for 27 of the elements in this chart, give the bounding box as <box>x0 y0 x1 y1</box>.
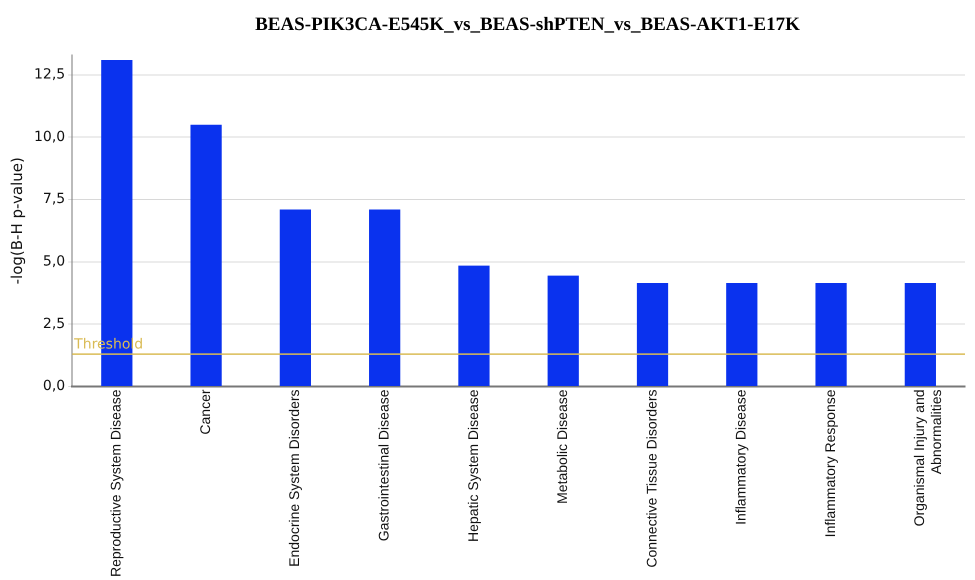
y-axis-title: -log(B-H p-value) <box>8 157 26 284</box>
bar <box>369 210 400 386</box>
x-tick-label: Cancer <box>196 389 213 435</box>
x-tick-label: Metabolic Disease <box>554 389 570 504</box>
y-tick-label: 2,5 <box>42 316 66 332</box>
chart-title: BEAS-PIK3CA-E545K_vs_BEAS-shPTEN_vs_BEAS-AKT1-E17K <box>254 14 801 36</box>
y-tick-label: 7,5 <box>42 191 66 208</box>
x-tick-label: Gastrointestinal Disease <box>376 389 392 542</box>
bar <box>458 266 490 386</box>
x-tick-label: Organismal Injury and Abnormalities <box>911 389 944 526</box>
y-tick-label: 5,0 <box>42 254 66 270</box>
bar <box>815 283 847 386</box>
bar <box>726 283 758 386</box>
bar <box>190 124 222 386</box>
x-tick-label: Endocrine System Disorders <box>286 389 302 567</box>
bar <box>636 283 668 386</box>
bar <box>280 210 312 386</box>
y-tick-label: 0,0 <box>42 378 66 394</box>
y-tick-label: 12,5 <box>34 66 66 83</box>
y-tick-label: 10,0 <box>34 128 66 145</box>
x-tick-label: Reproductive System Disease <box>108 389 124 578</box>
x-tick-label: Inflammatory Disease <box>732 389 749 525</box>
x-tick-label: Inflammatory Response <box>822 389 838 538</box>
bar <box>548 276 579 386</box>
bar <box>904 283 936 386</box>
x-tick-label: Connective Tissue Disorders <box>643 389 660 568</box>
x-tick-label: Hepatic System Disease <box>464 389 481 542</box>
